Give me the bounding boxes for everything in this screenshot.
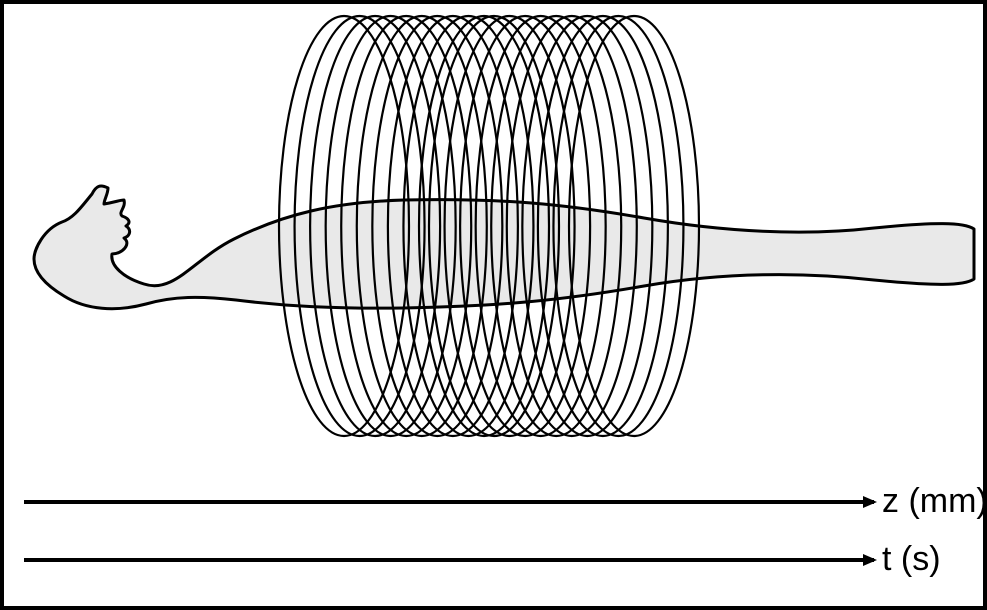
diagram-frame: z (mm) t (s) [0, 0, 987, 610]
diagram-svg: z (mm) t (s) [4, 4, 983, 606]
patient-body [34, 186, 974, 309]
t-axis-label: t (s) [882, 540, 941, 578]
axes-group: z (mm) t (s) [24, 482, 983, 578]
z-axis-label: z (mm) [882, 482, 983, 520]
